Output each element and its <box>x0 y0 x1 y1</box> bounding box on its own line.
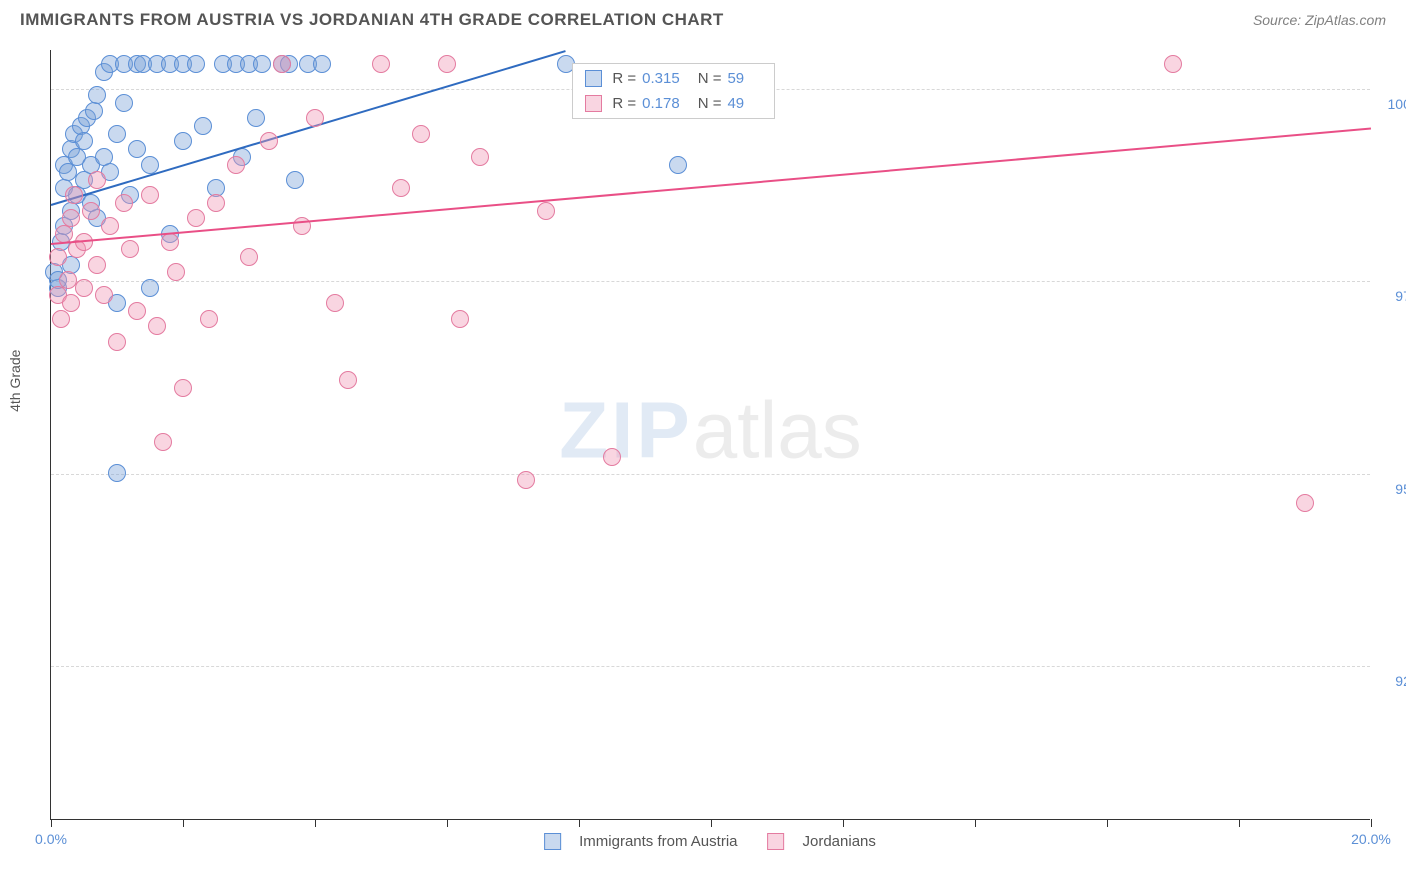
data-point <box>59 271 77 289</box>
data-point <box>603 448 621 466</box>
data-point <box>82 202 100 220</box>
data-point <box>372 55 390 73</box>
data-point <box>85 102 103 120</box>
x-tick <box>711 819 712 827</box>
data-point <box>52 310 70 328</box>
x-tick-label: 0.0% <box>35 831 67 847</box>
scatter-chart: 4th Grade ZIPatlas 92.5%95.0%97.5%100.0%… <box>50 50 1370 820</box>
legend-item: Immigrants from Austria <box>544 833 737 850</box>
data-point <box>273 55 291 73</box>
data-point <box>101 217 119 235</box>
data-point <box>62 209 80 227</box>
legend-swatch <box>544 833 561 850</box>
x-tick <box>1371 819 1372 827</box>
data-point <box>412 125 430 143</box>
data-point <box>115 94 133 112</box>
data-point <box>438 55 456 73</box>
data-point <box>59 163 77 181</box>
x-tick <box>579 819 580 827</box>
data-point <box>174 379 192 397</box>
legend-swatch <box>767 833 784 850</box>
data-point <box>88 171 106 189</box>
y-tick-label: 92.5% <box>1375 673 1406 689</box>
legend-item: Jordanians <box>767 833 875 850</box>
data-point <box>55 225 73 243</box>
data-point <box>108 125 126 143</box>
data-point <box>227 156 245 174</box>
legend-swatch <box>585 70 602 87</box>
data-point <box>313 55 331 73</box>
y-tick-label: 97.5% <box>1375 288 1406 304</box>
data-point <box>174 132 192 150</box>
data-point <box>161 233 179 251</box>
data-point <box>88 256 106 274</box>
data-point <box>154 433 172 451</box>
data-point <box>187 209 205 227</box>
data-point <box>260 132 278 150</box>
data-point <box>517 471 535 489</box>
stat-row: R =0.178N =49 <box>573 91 774 116</box>
data-point <box>286 171 304 189</box>
data-point <box>537 202 555 220</box>
data-point <box>187 55 205 73</box>
data-point <box>326 294 344 312</box>
stats-box: R =0.315N =59R =0.178N =49 <box>572 63 775 119</box>
legend: Immigrants from Austria Jordanians <box>544 833 876 850</box>
plot-area: ZIPatlas 92.5%95.0%97.5%100.0%0.0%20.0%R… <box>50 50 1370 820</box>
data-point <box>194 117 212 135</box>
y-tick-label: 100.0% <box>1375 96 1406 112</box>
data-point <box>141 186 159 204</box>
data-point <box>121 240 139 258</box>
data-point <box>392 179 410 197</box>
data-point <box>141 156 159 174</box>
data-point <box>62 294 80 312</box>
x-tick <box>447 819 448 827</box>
data-point <box>1296 494 1314 512</box>
stat-row: R =0.315N =59 <box>573 66 774 91</box>
data-point <box>306 109 324 127</box>
data-point <box>167 263 185 281</box>
data-point <box>669 156 687 174</box>
data-point <box>148 317 166 335</box>
x-tick-label: 20.0% <box>1351 831 1391 847</box>
y-tick-label: 95.0% <box>1375 481 1406 497</box>
data-point <box>1164 55 1182 73</box>
x-tick <box>315 819 316 827</box>
gridline <box>51 281 1370 282</box>
chart-title: IMMIGRANTS FROM AUSTRIA VS JORDANIAN 4TH… <box>20 10 724 30</box>
gridline <box>51 474 1370 475</box>
data-point <box>75 279 93 297</box>
legend-swatch <box>585 95 602 112</box>
data-point <box>247 109 265 127</box>
data-point <box>108 333 126 351</box>
data-point <box>207 194 225 212</box>
x-tick <box>51 819 52 827</box>
data-point <box>65 186 83 204</box>
data-point <box>141 279 159 297</box>
data-point <box>128 302 146 320</box>
data-point <box>88 86 106 104</box>
data-point <box>75 132 93 150</box>
gridline <box>51 666 1370 667</box>
x-tick <box>975 819 976 827</box>
x-tick <box>1239 819 1240 827</box>
data-point <box>451 310 469 328</box>
data-point <box>339 371 357 389</box>
x-tick <box>1107 819 1108 827</box>
data-point <box>108 464 126 482</box>
data-point <box>200 310 218 328</box>
data-point <box>95 286 113 304</box>
x-tick <box>843 819 844 827</box>
data-point <box>115 194 133 212</box>
x-tick <box>183 819 184 827</box>
data-point <box>128 140 146 158</box>
data-point <box>49 248 67 266</box>
source-attribution: Source: ZipAtlas.com <box>1253 12 1386 28</box>
data-point <box>240 248 258 266</box>
data-point <box>253 55 271 73</box>
data-point <box>471 148 489 166</box>
y-axis-title: 4th Grade <box>7 350 23 412</box>
trend-line <box>51 50 566 206</box>
